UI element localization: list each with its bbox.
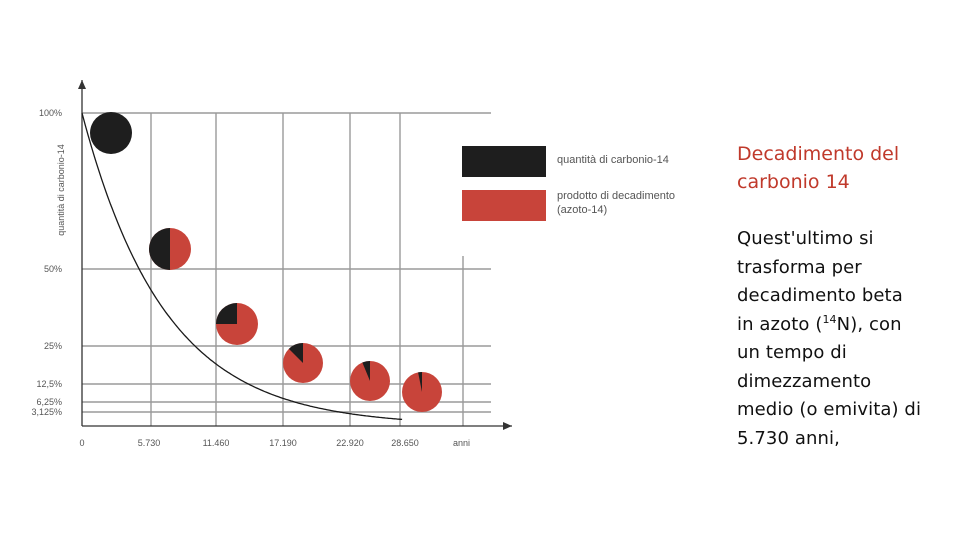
x-tick-label: 11.460 xyxy=(203,438,230,448)
y-tick-label: 12,5% xyxy=(36,379,62,389)
decay-curve xyxy=(81,112,403,421)
x-axis-arrow xyxy=(503,422,512,430)
pie-slice-carbon xyxy=(149,228,170,270)
body-line-1: Quest'ultimo si xyxy=(737,228,874,249)
x-axis-unit-label: anni xyxy=(453,438,470,448)
legend-swatch-azote xyxy=(462,190,546,221)
description-panel: Decadimento del carbonio 14 Quest'ultimo… xyxy=(737,140,947,453)
pie-slice-carbon xyxy=(216,303,237,324)
body-line-4b: N), con xyxy=(836,313,902,335)
legend-label-carbon: quantità di carbonio-14 xyxy=(557,154,669,166)
pie-slice-carbon xyxy=(362,361,370,381)
chart-axes xyxy=(78,80,512,430)
body-line-7: medio (o emivita) di xyxy=(737,399,922,420)
x-tick-label: 0 xyxy=(79,438,84,448)
x-tick-label: 28.650 xyxy=(391,438,419,448)
pie-marker xyxy=(283,343,323,383)
body-line-5: un tempo di xyxy=(737,342,847,363)
body-line-6: dimezzamento xyxy=(737,370,872,392)
x-tick-label: 5.730 xyxy=(138,438,161,448)
y-tick-label: 3,125% xyxy=(31,407,62,417)
pie-slice-carbon xyxy=(418,372,422,392)
pie-slice-carbon xyxy=(288,343,303,363)
pie-marker xyxy=(149,228,191,270)
y-axis-arrow xyxy=(78,80,86,89)
pie-marker xyxy=(350,361,390,401)
y-tick-label: 100% xyxy=(39,108,62,118)
description-body: Quest'ultimo si trasforma per decadiment… xyxy=(737,225,947,453)
body-line-2: trasforma per xyxy=(737,256,862,278)
y-tick-label: 6,25% xyxy=(36,397,62,407)
title-line-2: carbonio 14 xyxy=(737,171,850,193)
y-tick-label: 25% xyxy=(44,341,62,351)
y-tick-labels: 100% 50% 25% 12,5% 6,25%3,125% xyxy=(31,108,62,417)
pie-slice-carbon xyxy=(90,112,132,154)
legend-swatch-carbon xyxy=(462,146,546,177)
pie-markers xyxy=(90,112,442,412)
description-title: Decadimento del carbonio 14 xyxy=(737,140,947,196)
chart-grid xyxy=(82,112,491,426)
y-axis-label: quantità di carbonio-14 xyxy=(56,144,66,236)
x-tick-labels: 0 5.730 11.460 17.190 22.920 28.650 xyxy=(79,438,418,448)
pie-marker xyxy=(216,303,258,345)
x-tick-label: 22.920 xyxy=(336,438,364,448)
pie-marker xyxy=(90,112,132,154)
legend-label-azote-line1: prodotto di decadimento xyxy=(557,190,675,202)
body-line-8: 5.730 anni, xyxy=(737,427,840,449)
body-line-4a: in azoto ( xyxy=(737,313,823,335)
isotope-superscript: 14 xyxy=(822,312,837,326)
title-line-1: Decadimento del xyxy=(737,143,900,165)
decay-chart: 100% 50% 25% 12,5% 6,25%3,125% 0 5.730 11.460 1… xyxy=(31,80,675,448)
y-tick-label: 50% xyxy=(44,264,62,274)
body-line-3: decadimento beta xyxy=(737,285,903,306)
x-tick-label: 17.190 xyxy=(269,438,297,448)
pie-marker xyxy=(402,372,442,412)
legend: quantità di carbonio-14 prodotto di deca… xyxy=(462,146,675,221)
legend-label-azote-line2: (azoto-14) xyxy=(557,204,607,216)
